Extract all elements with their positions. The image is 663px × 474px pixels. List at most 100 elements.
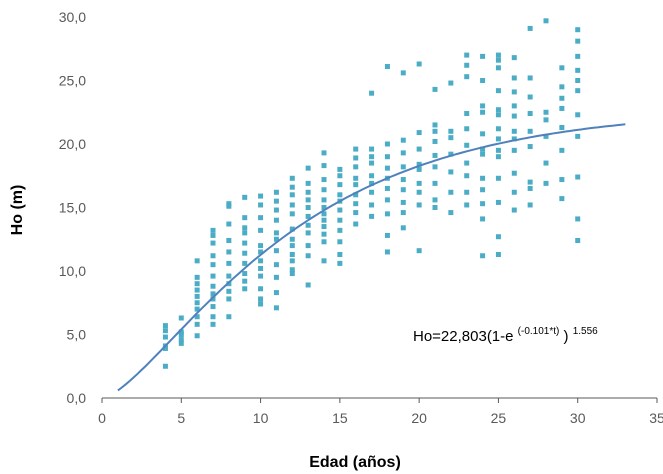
data-point (400, 187, 406, 193)
data-point (384, 185, 390, 191)
data-point (511, 75, 517, 81)
data-point (559, 147, 565, 153)
data-point (178, 337, 184, 343)
data-point (384, 211, 390, 217)
data-point (210, 296, 216, 302)
data-point (464, 189, 470, 195)
data-point (384, 64, 390, 70)
y-tick-label: 10,0 (59, 263, 86, 279)
data-point (432, 86, 438, 92)
data-point (210, 283, 216, 289)
data-point (321, 177, 327, 183)
x-tick-label: 15 (332, 410, 348, 426)
y-tick-label: 15,0 (59, 200, 86, 216)
data-point (369, 189, 375, 195)
data-point (242, 260, 248, 266)
data-point (305, 222, 311, 228)
data-point (194, 321, 200, 327)
data-point (226, 203, 232, 209)
data-point (210, 314, 216, 320)
data-point (416, 166, 422, 172)
data-point (305, 197, 311, 203)
data-point (337, 260, 343, 266)
data-point (321, 239, 327, 245)
data-point (416, 130, 422, 136)
data-point (495, 126, 501, 132)
data-point (448, 189, 454, 195)
data-point (194, 287, 200, 293)
fitted-growth-curve (117, 123, 626, 392)
data-point (210, 304, 216, 310)
data-point (242, 215, 248, 221)
data-point (162, 328, 168, 334)
data-point (226, 296, 232, 302)
data-point (258, 193, 264, 199)
data-point (448, 210, 454, 216)
data-point (527, 179, 533, 185)
data-point (480, 53, 486, 59)
data-point (400, 199, 406, 205)
data-point (273, 230, 279, 236)
data-point (337, 227, 343, 233)
data-point (527, 111, 533, 117)
data-point (258, 265, 264, 271)
data-point (178, 332, 184, 337)
data-point (464, 202, 470, 208)
data-point (242, 194, 248, 200)
data-point (226, 221, 232, 227)
data-point (559, 105, 565, 111)
data-point (289, 211, 295, 217)
data-point (337, 192, 343, 198)
data-point (210, 227, 216, 233)
data-point (511, 55, 517, 61)
data-point (575, 53, 581, 59)
data-point (289, 271, 295, 277)
data-point (194, 333, 200, 339)
data-point (416, 202, 422, 208)
data-point (495, 199, 501, 205)
data-point (194, 258, 200, 264)
data-point (369, 202, 375, 208)
data-point (416, 161, 422, 167)
data-point (353, 210, 359, 216)
data-point (258, 273, 264, 279)
y-axis-ticks: 0,0 5,0 10,0 15,0 20,0 25,0 30,0 (59, 9, 86, 406)
data-point (289, 243, 295, 249)
data-point (511, 89, 517, 95)
data-point (210, 240, 216, 246)
data-point (480, 175, 486, 181)
data-point (305, 180, 311, 186)
data-point (305, 230, 311, 236)
data-point (258, 301, 264, 307)
data-point (495, 175, 501, 181)
data-point (162, 323, 168, 329)
data-point (432, 152, 438, 158)
data-point (305, 189, 311, 195)
data-point (575, 238, 581, 244)
data-point (242, 230, 248, 236)
data-point (273, 305, 279, 311)
data-point (226, 273, 232, 279)
data-point (495, 65, 501, 71)
data-point (273, 236, 279, 242)
data-point (495, 107, 501, 113)
data-point (575, 38, 581, 44)
data-point (273, 274, 279, 280)
data-point (480, 78, 486, 83)
data-point (464, 173, 470, 179)
data-point (258, 215, 264, 221)
data-point (384, 197, 390, 203)
data-point (337, 239, 343, 245)
data-point (384, 249, 390, 255)
data-point (194, 300, 200, 306)
data-point (559, 65, 565, 71)
data-point (480, 253, 486, 259)
data-point (559, 84, 565, 90)
data-point (400, 70, 406, 76)
data-point (242, 286, 248, 292)
data-point (543, 117, 549, 123)
data-point (369, 146, 375, 152)
data-point (432, 164, 438, 170)
data-point (353, 175, 359, 181)
data-point (162, 345, 168, 351)
